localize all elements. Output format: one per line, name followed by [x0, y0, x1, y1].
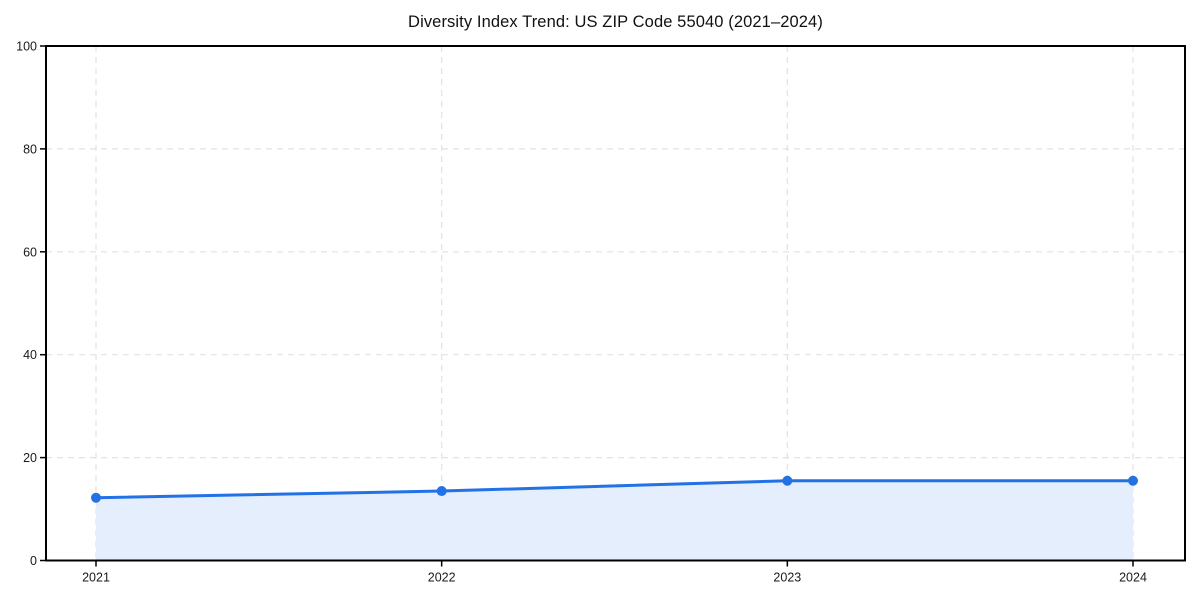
- y-tick-label: 80: [23, 142, 37, 156]
- y-tick-label: 0: [30, 554, 37, 568]
- y-tick-label: 40: [23, 348, 37, 362]
- y-tick-label: 20: [23, 451, 37, 465]
- y-tick-label: 60: [23, 245, 37, 259]
- data-point-2023: [782, 475, 793, 486]
- data-point-2021: [91, 492, 101, 503]
- area-fill: [96, 480, 1133, 560]
- x-tick-label: 2023: [773, 571, 801, 585]
- chart-title: Diversity Index Trend: US ZIP Code 55040…: [408, 13, 823, 31]
- plot-border: [45, 45, 1186, 562]
- x-tick-label: 2024: [1119, 571, 1147, 585]
- y-tick-label: 100: [16, 40, 37, 54]
- trend-line: [94, 479, 1135, 500]
- data-point-2022: [436, 486, 447, 497]
- x-tick-label: 2022: [428, 571, 456, 585]
- data-point-2024: [1128, 475, 1138, 486]
- x-tick-label: 2021: [82, 571, 110, 585]
